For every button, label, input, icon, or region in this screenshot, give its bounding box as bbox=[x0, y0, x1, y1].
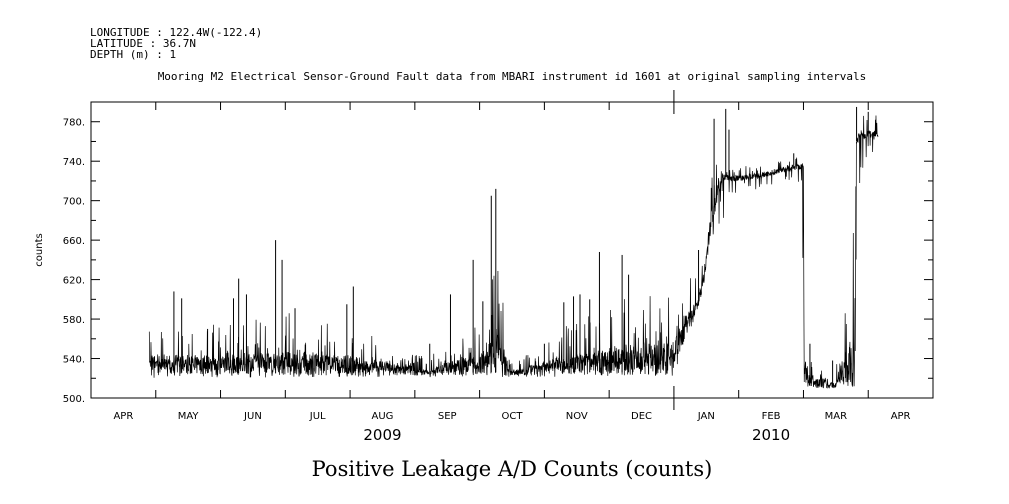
series-positive-leakage bbox=[148, 106, 879, 389]
x-tick-label: OCT bbox=[502, 411, 524, 422]
x-tick-label: AUG bbox=[372, 411, 394, 422]
series-trace bbox=[148, 115, 879, 389]
y-axis: 500. 540. 580. 620. 660. 700. 740. 780. bbox=[63, 101, 933, 405]
x-tick-label: FEB bbox=[762, 411, 781, 422]
y-tick-label: 540. bbox=[63, 355, 85, 366]
x-tick-label: APR bbox=[891, 411, 911, 422]
x-tick-label: MAY bbox=[178, 411, 200, 422]
y-tick-label: 620. bbox=[63, 276, 85, 287]
depth-label: DEPTH (m) : 1 bbox=[90, 48, 176, 61]
x-tick-label: SEP bbox=[438, 411, 457, 422]
x-axis: APR MAY JUN JUL AUG SEP OCT NOV DEC JAN FEB MAR APR 2… bbox=[90, 90, 934, 444]
y-tick-label: 780. bbox=[63, 118, 85, 129]
plot-frame bbox=[90, 101, 934, 399]
year-label: 2010 bbox=[752, 426, 790, 444]
x-tick-label: DEC bbox=[631, 411, 652, 422]
x-tick-label: APR bbox=[113, 411, 133, 422]
x-tick-label: JUL bbox=[309, 411, 326, 422]
x-tick-label: MAR bbox=[825, 411, 847, 422]
y-tick-label: 700. bbox=[63, 197, 85, 208]
longitude-label: LONGITUDE : 122.4W(-122.4) bbox=[90, 26, 262, 39]
year-label: 2009 bbox=[363, 426, 401, 444]
y-tick-label: 740. bbox=[63, 157, 85, 168]
x-tick-label: JUN bbox=[243, 411, 262, 422]
y-axis-label: counts bbox=[34, 233, 45, 266]
x-tick-label: JAN bbox=[697, 411, 715, 422]
x-tick-label: NOV bbox=[566, 411, 588, 422]
y-tick-label: 660. bbox=[63, 236, 85, 247]
y-tick-label: 500. bbox=[63, 394, 85, 405]
chart-title: Mooring M2 Electrical Sensor-Ground Faul… bbox=[158, 70, 867, 83]
latitude-label: LATITUDE : 36.7N bbox=[90, 37, 196, 50]
y-tick-label: 580. bbox=[63, 315, 85, 326]
x-axis-caption: Positive Leakage A/D Counts (counts) bbox=[312, 457, 713, 481]
